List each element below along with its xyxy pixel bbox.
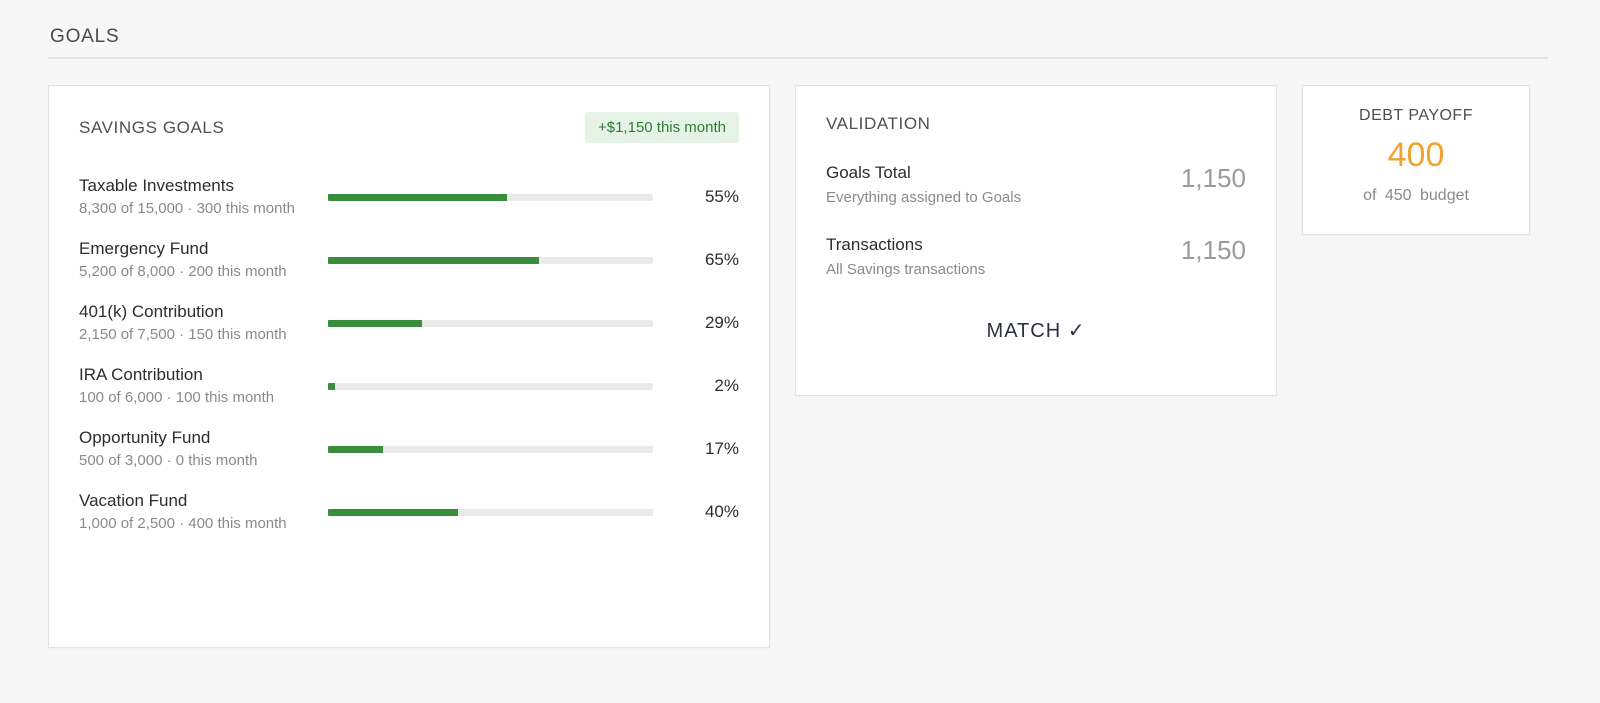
- panels-row: SAVINGS GOALS +$1,150 this month Taxable…: [48, 85, 1548, 648]
- debt-payoff-budget: of 450 budget: [1363, 187, 1469, 204]
- savings-goals-panel: SAVINGS GOALS +$1,150 this month Taxable…: [48, 85, 770, 648]
- validation-row-sub: All Savings transactions: [826, 261, 986, 278]
- goal-detail: 5,200 of 8,000 · 200 this month: [79, 263, 287, 280]
- monthly-contribution-badge: +$1,150 this month: [584, 112, 739, 143]
- goal-progress-track: [328, 193, 653, 201]
- goal-percent: 65%: [704, 250, 739, 269]
- goal-progress-fill: [328, 256, 540, 264]
- goal-name: Taxable Investments: [79, 176, 234, 195]
- goal-name: Opportunity Fund: [79, 428, 211, 447]
- goal-info: Taxable Investments 8,300 of 15,000 · 30…: [79, 174, 328, 220]
- debt-payoff-title: DEBT PAYOFF: [1359, 107, 1473, 124]
- goal-percent: 2%: [714, 376, 739, 395]
- goal-progress-track: [328, 445, 653, 453]
- validation-row-value: 1,150: [1180, 235, 1246, 265]
- goal-info: IRA Contribution 100 of 6,000 · 100 this…: [79, 363, 328, 409]
- goal-row-401k-contribution: 401(k) Contribution 2,150 of 7,500 · 150…: [79, 300, 739, 346]
- goal-progress-fill: [328, 508, 458, 516]
- goal-progress-fill: [328, 382, 335, 390]
- goal-progress-track: [328, 319, 653, 327]
- validation-row-label: Goals Total: [826, 163, 911, 182]
- debt-payoff-value: 400: [1387, 136, 1445, 174]
- goal-row-ira-contribution: IRA Contribution 100 of 6,000 · 100 this…: [79, 363, 739, 409]
- goal-detail: 500 of 3,000 · 0 this month: [79, 452, 258, 469]
- goal-percent: 40%: [704, 502, 739, 521]
- goal-detail: 1,000 of 2,500 · 400 this month: [79, 515, 287, 532]
- validation-row-goals-total: Goals Total Everything assigned to Goals…: [826, 163, 1246, 206]
- goal-row-taxable-investments: Taxable Investments 8,300 of 15,000 · 30…: [79, 174, 739, 220]
- goal-progress-fill: [328, 193, 507, 201]
- header-divider: [48, 57, 1548, 59]
- goal-progress-track: [328, 382, 653, 390]
- validation-row-value: 1,150: [1180, 163, 1246, 193]
- goal-name: 401(k) Contribution: [79, 302, 224, 321]
- goal-detail: 8,300 of 15,000 · 300 this month: [79, 200, 295, 217]
- validation-title: VALIDATION: [826, 114, 931, 133]
- goal-info: Opportunity Fund 500 of 3,000 · 0 this m…: [79, 426, 328, 472]
- validation-row-label: Transactions: [826, 235, 923, 254]
- savings-header: SAVINGS GOALS +$1,150 this month: [79, 112, 739, 143]
- page-title: GOALS: [50, 26, 120, 47]
- goal-progress-track: [328, 256, 653, 264]
- validation-row-info: Transactions All Savings transactions: [826, 235, 985, 278]
- goal-row-opportunity-fund: Opportunity Fund 500 of 3,000 · 0 this m…: [79, 426, 739, 472]
- goal-name: Vacation Fund: [79, 491, 188, 510]
- goal-progress-fill: [328, 445, 384, 453]
- goal-info: 401(k) Contribution 2,150 of 7,500 · 150…: [79, 300, 328, 346]
- validation-row-transactions: Transactions All Savings transactions 1,…: [826, 235, 1246, 278]
- match-status: MATCH ✓: [986, 320, 1086, 342]
- validation-row-sub: Everything assigned to Goals: [826, 189, 1022, 206]
- goal-row-vacation-fund: Vacation Fund 1,000 of 2,500 · 400 this …: [79, 489, 739, 535]
- goal-name: Emergency Fund: [79, 239, 209, 258]
- goal-info: Emergency Fund 5,200 of 8,000 · 200 this…: [79, 237, 328, 283]
- goals-list: Taxable Investments 8,300 of 15,000 · 30…: [79, 174, 739, 535]
- goal-progress-fill: [328, 319, 423, 327]
- goal-percent: 17%: [704, 439, 739, 458]
- goal-percent: 55%: [704, 187, 739, 206]
- goal-name: IRA Contribution: [79, 365, 203, 384]
- validation-row-info: Goals Total Everything assigned to Goals: [826, 163, 1021, 206]
- goal-detail: 100 of 6,000 · 100 this month: [79, 389, 275, 406]
- goal-percent: 29%: [704, 313, 739, 332]
- goals-page: GOALS SAVINGS GOALS +$1,150 this month T…: [48, 26, 1548, 648]
- savings-title: SAVINGS GOALS: [79, 117, 225, 137]
- validation-panel: VALIDATION Goals Total Everything assign…: [795, 85, 1277, 396]
- debt-payoff-panel: DEBT PAYOFF 400 of 450 budget: [1302, 85, 1530, 235]
- goal-row-emergency-fund: Emergency Fund 5,200 of 8,000 · 200 this…: [79, 237, 739, 283]
- goal-info: Vacation Fund 1,000 of 2,500 · 400 this …: [79, 489, 328, 535]
- goal-detail: 2,150 of 7,500 · 150 this month: [79, 326, 287, 343]
- goal-progress-track: [328, 508, 653, 516]
